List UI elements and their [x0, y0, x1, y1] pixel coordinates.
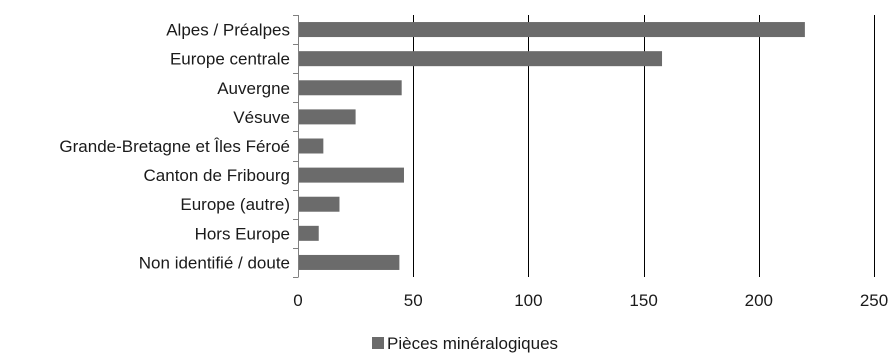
category-label: Hors Europe [195, 224, 290, 243]
bar [299, 22, 805, 38]
category-label: Canton de Fribourg [144, 166, 290, 185]
tick-label: 0 [293, 291, 302, 310]
category-label: Vésuve [233, 108, 290, 127]
bar [299, 138, 324, 154]
category-label: Auvergne [217, 79, 290, 98]
bars [299, 22, 805, 270]
bar [299, 167, 404, 183]
bar [299, 254, 400, 270]
category-label: Europe centrale [170, 50, 290, 69]
category-label: Non identifié / doute [139, 253, 290, 272]
legend-swatch [372, 337, 384, 349]
category-label: Europe (autre) [180, 195, 290, 214]
bar [299, 109, 356, 125]
legend-label: Pièces minéralogiques [387, 334, 558, 353]
category-label: Alpes / Préalpes [166, 21, 290, 40]
category-labels: Alpes / Préalpes Europe centrale Auvergne V… [59, 21, 290, 273]
bar [299, 51, 663, 67]
tick-label: 100 [514, 291, 542, 310]
legend: Pièces minéralogiques [372, 334, 558, 353]
bar [299, 80, 402, 96]
bar [299, 225, 319, 241]
tick-label: 200 [745, 291, 773, 310]
bar [299, 196, 340, 212]
x-tick-labels: 0 50 100 150 200 250 [293, 291, 888, 310]
tick-label: 50 [404, 291, 423, 310]
category-label: Grande-Bretagne et Îles Féroé [59, 137, 290, 156]
tick-label: 250 [860, 291, 888, 310]
y-axis [293, 15, 299, 278]
tick-label: 150 [629, 291, 657, 310]
